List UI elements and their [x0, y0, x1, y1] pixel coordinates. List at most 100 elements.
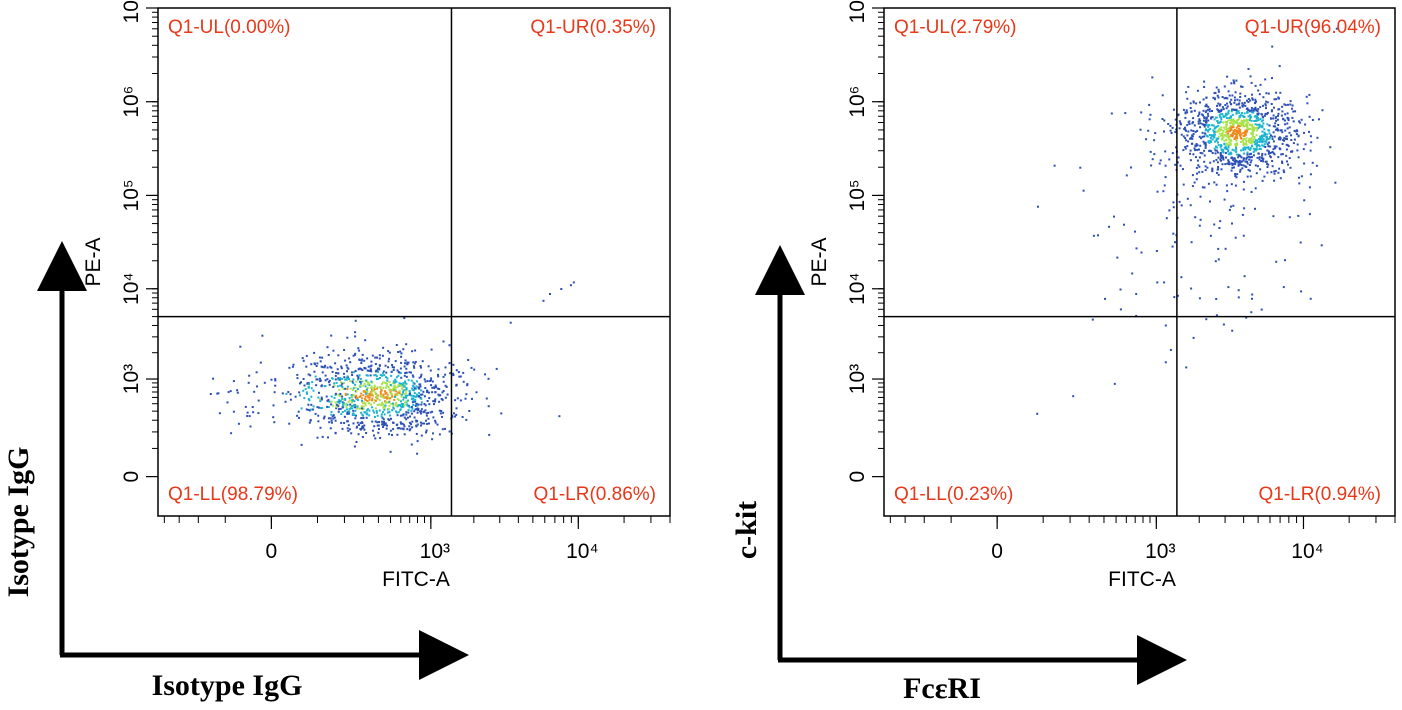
event-dot — [291, 365, 294, 368]
event-dot — [425, 419, 427, 422]
event-dot — [371, 406, 374, 409]
event-dot — [1198, 113, 1201, 116]
event-dot — [1215, 149, 1218, 152]
event-dot — [394, 396, 397, 398]
event-dot — [1231, 166, 1234, 169]
event-dot — [1263, 128, 1266, 131]
event-dot — [371, 388, 373, 391]
event-dot — [1226, 105, 1229, 108]
event-dot — [386, 424, 388, 427]
event-dot — [1273, 145, 1276, 148]
event-dot — [1242, 159, 1245, 162]
y-tick-label: 10⁵ — [846, 179, 869, 211]
event-dot — [1198, 156, 1201, 159]
event-dot — [346, 336, 349, 339]
event-dot — [365, 432, 368, 434]
event-dot — [376, 397, 379, 400]
event-dot — [387, 407, 390, 410]
event-dot — [1233, 138, 1236, 140]
event-dot — [1253, 108, 1256, 110]
event-dot — [434, 384, 437, 387]
event-dot — [332, 417, 335, 420]
event-dot — [1258, 93, 1261, 96]
event-dot — [1259, 135, 1262, 138]
event-dot — [1262, 119, 1265, 122]
event-dot — [1259, 83, 1262, 86]
event-dot — [408, 429, 411, 432]
event-dot — [395, 390, 398, 393]
event-dot — [459, 375, 462, 378]
event-dot — [1195, 143, 1198, 145]
event-dot — [1243, 112, 1246, 115]
event-dot — [455, 369, 458, 372]
event-dot — [288, 366, 291, 369]
event-dot — [1268, 129, 1271, 132]
event-dot — [410, 423, 412, 426]
event-dot — [288, 422, 291, 425]
event-dot — [1271, 138, 1274, 141]
event-dot — [1266, 111, 1269, 114]
event-dot — [1246, 123, 1248, 126]
event-dot — [305, 391, 308, 394]
event-dot — [218, 412, 221, 415]
event-dot — [375, 375, 378, 378]
event-dot — [1242, 132, 1245, 135]
event-dot — [392, 402, 394, 405]
event-dot — [1272, 152, 1275, 155]
event-dot — [363, 397, 366, 400]
event-dot — [1169, 124, 1172, 127]
event-dot — [289, 398, 292, 401]
event-dot — [1279, 138, 1282, 141]
event-dot — [441, 415, 443, 418]
event-dot — [360, 359, 363, 362]
event-dot — [316, 362, 319, 365]
event-dot — [1244, 133, 1247, 136]
event-dot — [1274, 147, 1277, 150]
event-dot — [1239, 114, 1242, 117]
event-dot — [1315, 164, 1318, 167]
event-dot — [1214, 260, 1217, 263]
event-dot — [1245, 118, 1248, 121]
event-dot — [406, 404, 409, 407]
event-dot — [1164, 164, 1167, 167]
event-dot — [1225, 96, 1227, 99]
event-dot — [436, 387, 439, 390]
event-dot — [1263, 140, 1265, 143]
event-dot — [1230, 139, 1233, 142]
event-dot — [1230, 121, 1233, 124]
event-dot — [360, 362, 363, 364]
event-dot — [1125, 174, 1128, 177]
event-dot — [236, 391, 239, 394]
event-dot — [1220, 118, 1223, 121]
event-dot — [403, 383, 406, 386]
y-tick-label: 10⁷ — [120, 0, 143, 23]
event-dot — [1207, 130, 1210, 133]
event-dot — [396, 394, 399, 397]
event-dot — [1250, 159, 1253, 162]
event-dot — [1271, 77, 1273, 80]
event-dot — [1175, 146, 1177, 149]
event-dot — [1286, 112, 1289, 115]
event-dot — [1240, 141, 1242, 143]
y-tick-label: 10⁶ — [846, 86, 869, 118]
event-dot — [1259, 147, 1262, 150]
event-dot — [382, 396, 385, 399]
event-dot — [1272, 140, 1275, 143]
x-axis-title: FITC-A — [382, 568, 450, 591]
event-dot — [338, 378, 341, 381]
event-dot — [341, 401, 344, 404]
event-dot — [1215, 86, 1218, 89]
event-dot — [484, 373, 486, 376]
event-dot — [397, 374, 400, 377]
event-dot — [392, 404, 395, 407]
event-dot — [1182, 108, 1185, 111]
event-dot — [405, 375, 408, 378]
event-dot — [360, 405, 363, 408]
event-dot — [395, 344, 398, 346]
event-dot — [1201, 113, 1204, 116]
event-dot — [430, 377, 433, 380]
event-dot — [347, 412, 350, 415]
event-dot — [344, 378, 347, 381]
event-dot — [370, 360, 373, 363]
event-dot — [1274, 122, 1277, 125]
